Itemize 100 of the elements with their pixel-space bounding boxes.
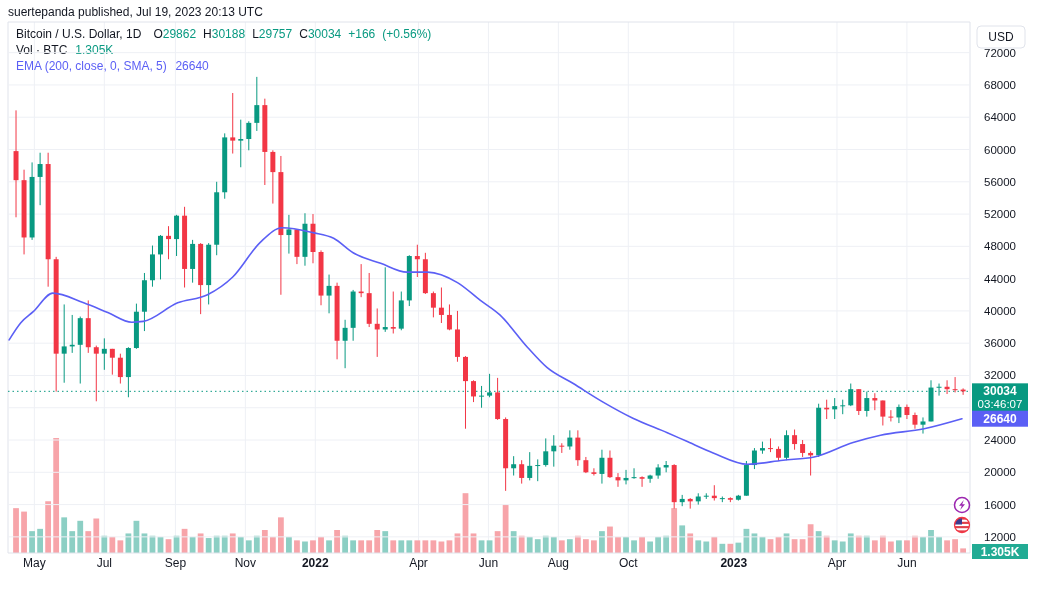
x-tick-label: Apr xyxy=(827,556,847,570)
candlestick xyxy=(479,385,485,409)
candlestick xyxy=(326,274,332,314)
candlestick xyxy=(37,152,43,206)
candlestick xyxy=(647,474,653,484)
candlestick xyxy=(559,442,565,454)
bar xyxy=(37,528,43,553)
text: suertepanda published, Jul 19, 2023 20:13 UTC xyxy=(8,5,264,19)
bar xyxy=(294,540,300,553)
bar xyxy=(334,530,340,553)
candlestick xyxy=(888,409,894,422)
x-tick-label: Nov xyxy=(234,556,257,570)
bar xyxy=(583,539,589,553)
y-tick-label: 68000 xyxy=(984,78,1016,91)
candlestick xyxy=(896,404,902,424)
candlestick xyxy=(117,353,123,385)
y-tick-label: 52000 xyxy=(984,208,1016,221)
bar xyxy=(631,540,637,553)
candlestick xyxy=(166,225,172,260)
bar xyxy=(310,540,316,553)
bar xyxy=(382,531,389,553)
y-tick-label: 24000 xyxy=(984,434,1016,447)
bar xyxy=(350,540,357,553)
bar xyxy=(679,525,686,553)
candlestick xyxy=(270,149,276,205)
candlestick xyxy=(864,391,870,418)
candlestick xyxy=(527,451,533,481)
ref-line-label: 30034 xyxy=(983,384,1018,399)
candlestick xyxy=(238,119,244,168)
bar xyxy=(871,540,878,553)
candlestick xyxy=(535,458,541,482)
candlestick xyxy=(342,319,348,369)
bar xyxy=(93,518,100,553)
bar xyxy=(831,540,838,553)
candlestick xyxy=(784,429,790,461)
bar xyxy=(534,539,541,553)
bar xyxy=(398,540,405,553)
candlestick xyxy=(286,214,292,255)
bar xyxy=(269,536,276,553)
bar xyxy=(904,540,910,553)
currency-button: USD xyxy=(976,25,1026,49)
x-tick-label: Aug xyxy=(547,556,570,570)
bar xyxy=(703,541,710,553)
bar xyxy=(326,540,332,553)
y-tick-label: 48000 xyxy=(984,240,1016,253)
data-label: 26640 xyxy=(983,411,1018,426)
candlestick xyxy=(567,429,573,451)
candlestick xyxy=(93,345,99,402)
bar xyxy=(278,517,284,553)
bar xyxy=(261,530,268,553)
y-tick-label: 64000 xyxy=(984,111,1016,124)
bar xyxy=(414,540,421,553)
candlestick xyxy=(158,234,163,280)
candlestick xyxy=(390,291,396,334)
bar xyxy=(61,517,68,553)
bar xyxy=(815,531,822,553)
candlestick xyxy=(639,475,645,488)
bar xyxy=(29,531,35,553)
candlestick xyxy=(543,437,549,468)
bar xyxy=(607,526,613,553)
y-tick-label: 16000 xyxy=(984,498,1016,511)
y-tick-label: 56000 xyxy=(984,175,1016,188)
y-tick-label: 20000 xyxy=(984,466,1016,479)
bar xyxy=(639,536,645,553)
candlestick xyxy=(511,455,517,477)
candlestick xyxy=(792,429,798,451)
y-tick-label: 72000 xyxy=(984,46,1016,59)
bar xyxy=(229,533,236,553)
bar xyxy=(687,533,694,553)
text: EMA (200, close, 0, SMA, 5) xyxy=(16,59,167,73)
annotation: 26640 xyxy=(175,59,210,73)
x-tick-label: 2023 xyxy=(720,556,748,570)
x-tick-label: Jun xyxy=(478,556,499,570)
text: Bitcoin / U.S. Dollar, 1D xyxy=(16,27,142,41)
bar xyxy=(727,543,734,553)
bar xyxy=(245,540,252,553)
text: O29862 H30188 L29757 C30034 +166 (+0.56%) xyxy=(153,27,432,41)
bar xyxy=(45,501,52,553)
y-tick-label: 12000 xyxy=(984,530,1016,543)
candlestick xyxy=(856,388,862,416)
bar xyxy=(944,540,950,553)
text: 03:46:07 xyxy=(977,398,1023,411)
bar xyxy=(896,540,902,553)
bar xyxy=(406,540,413,553)
candlestick xyxy=(109,348,115,376)
bar xyxy=(928,530,934,553)
bar xyxy=(53,438,60,553)
y-tick-label: 60000 xyxy=(984,143,1016,156)
bar xyxy=(197,533,204,553)
candlestick xyxy=(230,92,236,155)
bar xyxy=(647,541,653,553)
candlestick xyxy=(438,287,444,324)
bar xyxy=(422,540,429,553)
bar xyxy=(839,541,846,553)
chart-title: Vol · BTC xyxy=(16,43,68,57)
y-tick-label: 36000 xyxy=(984,337,1016,350)
bar xyxy=(85,531,92,553)
line-series xyxy=(8,226,963,466)
bar xyxy=(615,536,621,553)
candlestick xyxy=(519,459,525,485)
